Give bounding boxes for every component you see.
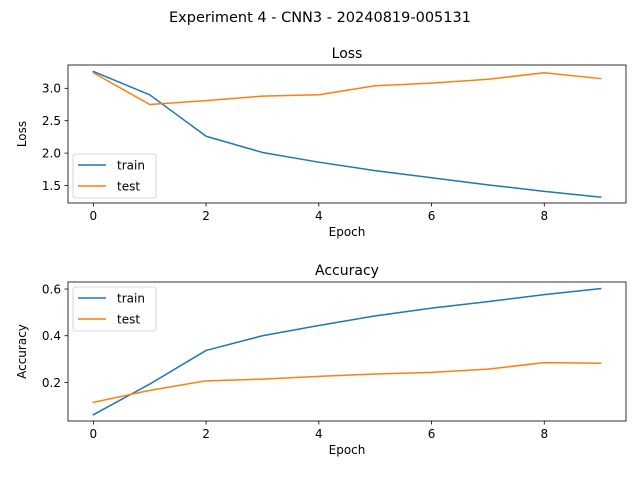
loss-legend: train test [72,153,157,199]
loss-test-line [92,71,602,106]
loss-x-tick-label: 0 [90,209,98,223]
loss-chart-title: Loss [332,46,363,62]
accuracy-chart-title: Accuracy [315,263,379,279]
loss-chart: 0 2 4 6 8 1.5 2.0 2.5 3.0 Loss Epoch Loss train test [15,46,627,239]
accuracy-x-tick-label: 6 [428,427,436,441]
loss-x-axis-label: Epoch [329,225,366,239]
accuracy-y-axis-label: Accuracy [15,324,29,379]
accuracy-axes-frame [67,281,627,422]
accuracy-x-tick-label: 2 [202,427,210,441]
loss-y-tick-label: 3.0 [42,82,61,96]
loss-axes-frame [67,64,627,204]
accuracy-x-tick-label: 0 [90,427,98,441]
loss-train-line [92,70,602,198]
accuracy-x-tick-label: 8 [540,427,548,441]
accuracy-y-tick-label: 0.6 [42,282,61,296]
accuracy-legend-train-label: train [117,291,145,305]
accuracy-chart: 0 2 4 6 8 0.2 0.4 0.6 Accuracy Epoch Accuracy train… [15,263,627,457]
accuracy-x-axis-label: Epoch [329,443,366,457]
loss-y-tick-label: 2.5 [42,114,61,128]
accuracy-legend: train test [72,286,157,332]
loss-x-tick-label: 6 [428,209,436,223]
accuracy-train-line [92,287,602,416]
accuracy-y-tick-label: 0.2 [42,376,61,390]
loss-x-tick-label: 4 [315,209,323,223]
accuracy-x-tick-label: 4 [315,427,323,441]
loss-x-tick-label: 8 [540,209,548,223]
accuracy-test-line [92,361,602,404]
loss-x-tick-label: 2 [202,209,210,223]
accuracy-y-tick-label: 0.4 [42,329,61,343]
loss-y-tick-label: 2.0 [42,146,61,160]
loss-y-tick-label: 1.5 [42,179,61,193]
loss-y-axis-label: Loss [15,121,29,147]
loss-legend-test-label: test [117,179,140,193]
figure-suptitle: Experiment 4 - CNN3 - 20240819-005131 [169,10,471,26]
accuracy-legend-test-label: test [117,312,140,326]
loss-legend-train-label: train [117,158,145,172]
